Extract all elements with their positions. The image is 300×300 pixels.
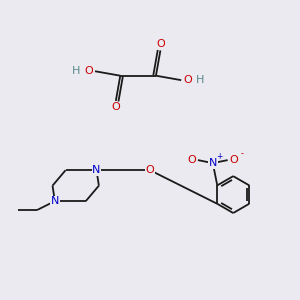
Text: O: O (146, 165, 154, 175)
Text: N: N (92, 165, 101, 175)
Text: H: H (71, 66, 80, 76)
Text: -: - (240, 148, 243, 158)
Text: H: H (196, 75, 205, 85)
Text: O: O (111, 103, 120, 112)
Text: O: O (187, 155, 196, 165)
Text: O: O (230, 155, 239, 165)
Text: N: N (51, 196, 59, 206)
Text: N: N (208, 158, 217, 168)
Text: O: O (84, 66, 93, 76)
Text: O: O (183, 75, 192, 85)
Text: +: + (217, 152, 223, 160)
Text: O: O (156, 39, 165, 49)
